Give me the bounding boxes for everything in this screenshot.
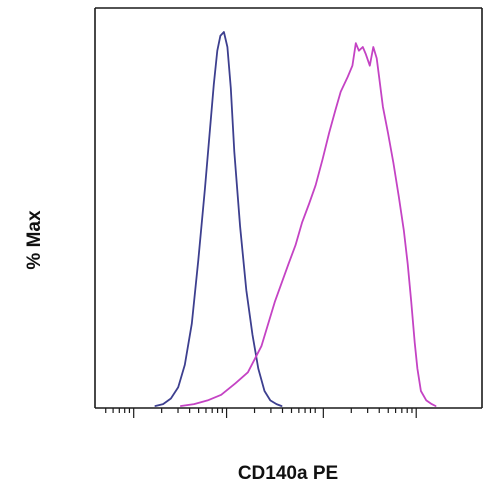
y-axis-title: % Max	[24, 210, 45, 270]
x-axis-title: CD140a PE	[238, 463, 338, 484]
histogram-series-1-line	[154, 31, 283, 407]
histogram-series-2-line	[180, 42, 437, 407]
series-group	[154, 31, 437, 407]
x-axis-ticks	[105, 408, 417, 418]
